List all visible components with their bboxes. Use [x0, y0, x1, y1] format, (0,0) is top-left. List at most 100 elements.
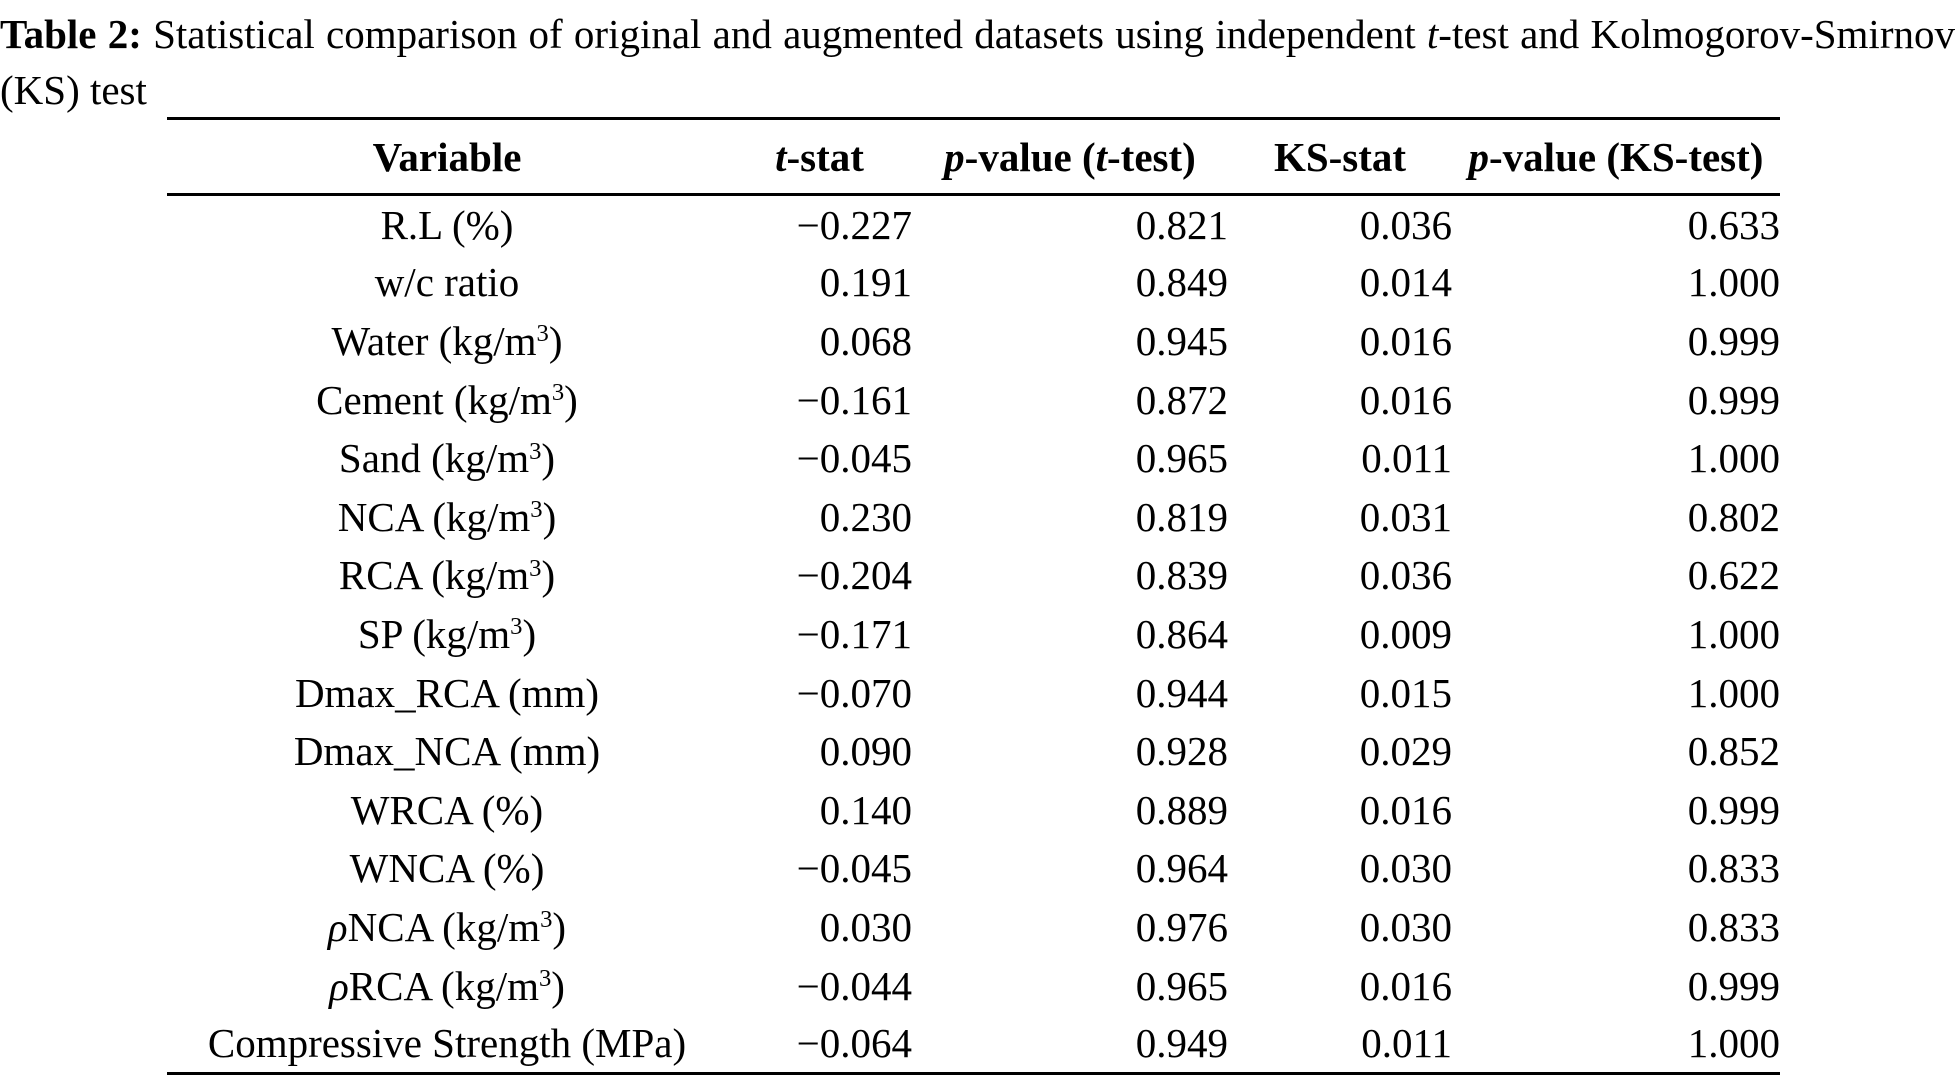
variable-cell: Cement (kg/m3): [316, 376, 578, 423]
value-cell: 0.011: [1361, 1020, 1452, 1067]
value-cell: −0.070: [796, 669, 912, 716]
greek-rho: ρ: [329, 962, 349, 1009]
italic-t: t: [775, 133, 787, 180]
table-header: Variable t-stat p-value (t-test) KS-stat…: [167, 119, 1780, 195]
caption-text: Statistical comparison of original and a…: [141, 11, 1427, 57]
variable-cell: Compressive Strength (MPa): [207, 1020, 687, 1067]
value-cell: −0.045: [796, 435, 912, 482]
value-cell: 0.949: [1135, 1020, 1228, 1067]
value-cell: −0.204: [796, 552, 912, 599]
value-cell: 0.016: [1359, 786, 1452, 833]
header-t-stat: t-stat: [727, 119, 912, 195]
table-caption-label: Table 2:: [0, 11, 142, 57]
superscript: 3: [536, 320, 549, 348]
header-p-value-ks-test: p-value (KS-test): [1452, 119, 1780, 195]
table-caption-line2: (KS) test: [0, 67, 147, 113]
value-cell: 0.999: [1687, 376, 1780, 423]
value-cell: 0.622: [1687, 552, 1780, 599]
variable-cell: ρNCA (kg/m3): [327, 903, 567, 950]
value-cell: 0.031: [1359, 493, 1452, 540]
variable-cell: WRCA (%): [350, 786, 544, 833]
value-cell: 0.821: [1135, 201, 1228, 248]
variable-cell: Water (kg/m3): [331, 317, 563, 364]
value-cell: −0.064: [796, 1020, 912, 1067]
table-row: SP (kg/m3) −0.171 0.864 0.009 1.000: [167, 605, 1780, 664]
value-cell: 0.016: [1359, 962, 1452, 1009]
table-row: WNCA (%) −0.045 0.964 0.030 0.833: [167, 839, 1780, 898]
value-cell: 0.036: [1359, 201, 1452, 248]
value-cell: 0.852: [1687, 728, 1780, 775]
value-cell: 0.015: [1359, 669, 1452, 716]
value-cell: 0.230: [819, 493, 912, 540]
superscript: 3: [540, 906, 553, 934]
value-cell: 0.872: [1135, 376, 1228, 423]
value-cell: 0.864: [1135, 610, 1228, 657]
table-row: Water (kg/m3) 0.068 0.945 0.016 0.999: [167, 312, 1781, 371]
value-cell: 1.000: [1687, 259, 1780, 306]
caption-italic-t: t: [1426, 11, 1439, 57]
variable-cell: w/c ratio: [374, 259, 520, 306]
superscript: 3: [538, 965, 552, 992]
italic-p: p: [1468, 133, 1490, 180]
value-cell: 0.016: [1359, 376, 1452, 423]
value-cell: 0.633: [1687, 201, 1780, 248]
superscript: 3: [529, 554, 542, 582]
superscript: 3: [510, 613, 523, 641]
value-cell: 0.965: [1135, 435, 1228, 482]
value-cell: 0.819: [1135, 493, 1228, 540]
value-cell: 0.944: [1135, 669, 1228, 716]
value-cell: 0.090: [819, 728, 912, 775]
table-row: ρRCA (kg/m3) −0.044 0.965 0.016 0.999: [167, 956, 1780, 1015]
table-caption: Table 2: Statistical comparison of origi…: [0, 6, 1955, 118]
header-label: -value (: [964, 133, 1096, 180]
header-row: Variable t-stat p-value (t-test) KS-stat…: [167, 119, 1780, 195]
greek-rho: ρ: [327, 903, 348, 950]
value-cell: 0.965: [1135, 962, 1228, 1009]
table-row: Dmax_RCA (mm) −0.070 0.944 0.015 1.000: [167, 663, 1780, 722]
variable-cell: SP (kg/m3): [357, 610, 537, 657]
caption-text: -test and Kolmogorov-Smirnov: [1438, 11, 1955, 57]
superscript: 3: [529, 437, 542, 465]
header-label: -stat: [786, 133, 864, 180]
value-cell: 0.068: [819, 317, 912, 364]
table-row: Sand (kg/m3) −0.045 0.965 0.011 1.000: [167, 429, 1780, 488]
superscript: 3: [530, 496, 543, 524]
value-cell: 0.928: [1135, 728, 1228, 775]
value-cell: 0.191: [819, 259, 912, 306]
table-row: NCA (kg/m3) 0.230 0.819 0.031 0.802: [167, 487, 1780, 546]
table-row: Dmax_NCA (mm) 0.090 0.928 0.029 0.852: [167, 722, 1780, 781]
table-row: R.L (%) −0.227 0.821 0.036 0.633: [167, 195, 1780, 254]
value-cell: 0.802: [1687, 493, 1780, 540]
value-cell: 0.029: [1359, 728, 1452, 775]
variable-cell: Dmax_NCA (mm): [293, 728, 601, 775]
table-caption-line1: Table 2: Statistical comparison of origi…: [0, 6, 1955, 62]
value-cell: 0.030: [819, 903, 912, 950]
header-ks-stat: KS-stat: [1228, 119, 1452, 195]
value-cell: −0.227: [796, 201, 912, 248]
variable-cell: ρRCA (kg/m3): [329, 962, 565, 1009]
value-cell: 1.000: [1687, 610, 1780, 657]
variable-cell: Dmax_RCA (mm): [294, 669, 600, 716]
table-row: ρNCA (kg/m3) 0.030 0.976 0.030 0.833: [167, 898, 1780, 957]
value-cell: 0.011: [1361, 435, 1452, 482]
value-cell: 0.036: [1359, 552, 1452, 599]
italic-p: p: [944, 133, 965, 180]
value-cell: 0.839: [1135, 552, 1228, 599]
value-cell: 0.999: [1687, 786, 1780, 833]
superscript: 3: [551, 379, 565, 407]
table-body: R.L (%) −0.227 0.821 0.036 0.633 w/c ratio 0.1…: [167, 195, 1780, 1074]
variable-cell: NCA (kg/m3): [337, 493, 557, 540]
value-cell: 0.945: [1135, 317, 1228, 364]
value-cell: 0.833: [1687, 845, 1780, 892]
value-cell: 0.009: [1359, 610, 1452, 657]
value-cell: −0.171: [796, 610, 912, 657]
table-row: Cement (kg/m3) −0.161 0.872 0.016 0.999: [167, 370, 1780, 429]
value-cell: −0.045: [796, 845, 912, 892]
table-row: w/c ratio 0.191 0.849 0.014 1.000: [167, 253, 1780, 312]
header-variable: Variable: [167, 119, 727, 195]
table-row: Compressive Strength (MPa) −0.064 0.949 0.0…: [167, 1015, 1780, 1074]
value-cell: 0.016: [1359, 317, 1452, 364]
value-cell: 1.000: [1687, 669, 1780, 716]
value-cell: 0.849: [1135, 259, 1228, 306]
